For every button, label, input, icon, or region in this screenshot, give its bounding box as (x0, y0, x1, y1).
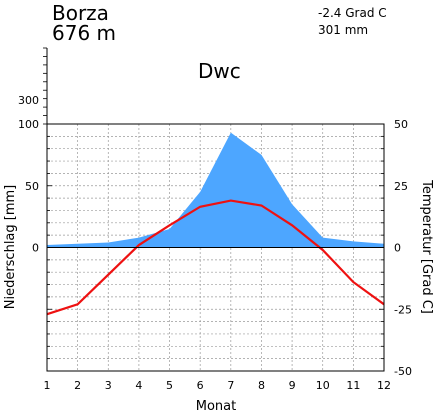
x-tick-label: 3 (105, 379, 112, 392)
left-tick-label: 0 (32, 242, 39, 255)
station-elevation: 676 m (52, 21, 116, 45)
x-tick-label: 11 (346, 379, 360, 392)
upper-tick-label: 300 (18, 94, 39, 107)
right-tick-label: 25 (394, 180, 408, 193)
temperature-series (46, 199, 385, 316)
right-tick-label: -50 (394, 365, 412, 378)
right-tick-label: 0 (394, 242, 401, 255)
right-tick-label: 50 (394, 118, 408, 131)
axes (46, 123, 385, 372)
x-tick-label: 5 (166, 379, 173, 392)
precipitation-area (47, 132, 384, 248)
x-tick-label: 7 (227, 379, 234, 392)
x-tick-label: 4 (135, 379, 142, 392)
precipitation-series (46, 132, 385, 248)
station-name: Borza (52, 1, 109, 25)
x-tick-label: 1 (44, 379, 51, 392)
x-tick-label: 8 (258, 379, 265, 392)
left-tick-label: 100 (18, 118, 39, 131)
x-axis-label: Monat (196, 399, 236, 414)
x-tick-label: 9 (289, 379, 296, 392)
mean-temperature: -2.4 Grad C (318, 6, 387, 20)
right-tick-label: -25 (394, 303, 412, 316)
temperature-line (46, 199, 385, 316)
annual-precipitation: 301 mm (318, 23, 368, 37)
x-tick-label: 12 (377, 379, 391, 392)
x-tick-label: 2 (74, 379, 81, 392)
x-tick-label: 10 (316, 379, 330, 392)
upper-axis (43, 47, 48, 125)
left-axis-label: Niederschlag [mm] (3, 185, 18, 310)
right-axis-label: Temperatur [Grad C] (419, 179, 434, 314)
climate-class: Dwc (198, 59, 241, 83)
left-tick-label: 50 (25, 180, 39, 193)
x-tick-label: 6 (197, 379, 204, 392)
